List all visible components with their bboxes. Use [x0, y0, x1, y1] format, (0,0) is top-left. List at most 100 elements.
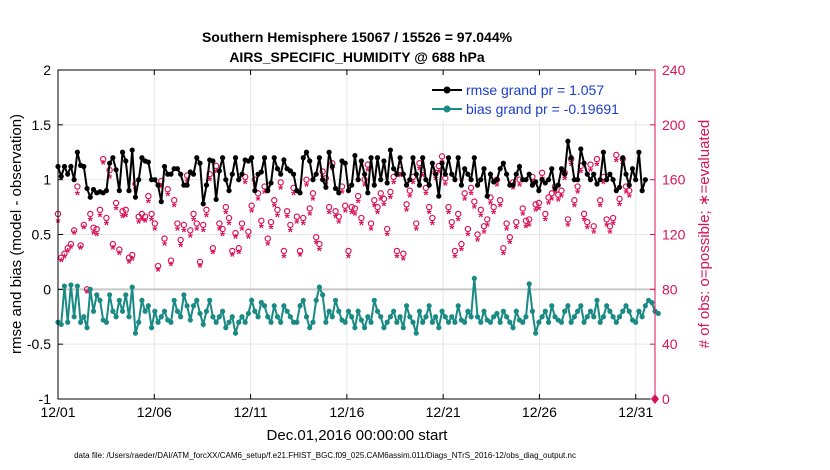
y2-tick-layer: 0 40 80 120 160 200 240	[650, 62, 686, 407]
bias-point	[352, 325, 358, 331]
obs-evaluated-point: *	[272, 200, 278, 215]
bias-point	[158, 314, 164, 320]
rmse-point	[249, 155, 255, 161]
bias-point	[358, 317, 364, 323]
rmse-point	[642, 177, 648, 183]
x-tick-layer: 12/01 12/06 12/11 12/16 12/21 12/26 12/31	[40, 70, 653, 420]
obs-evaluated-point: *	[575, 186, 581, 201]
obs-possible-point	[445, 203, 452, 211]
rmse-point	[355, 177, 361, 183]
obs-possible-point	[345, 247, 352, 255]
bias-point	[148, 325, 155, 331]
bias-point	[323, 319, 329, 325]
bias-point	[129, 284, 135, 290]
bias-point	[184, 303, 190, 309]
obs-evaluated-point: *	[81, 222, 87, 237]
obs-evaluated-point: *	[62, 250, 68, 265]
rmse-point	[300, 155, 306, 161]
obs-possible-point	[271, 197, 278, 204]
obs-evaluated-point: *	[262, 186, 268, 201]
rmse-point	[213, 196, 219, 203]
obs-possible-point	[522, 217, 530, 224]
obs-possible-point	[377, 190, 384, 197]
bias-point	[639, 314, 645, 320]
rmse-point	[474, 182, 481, 188]
rmse-point	[178, 171, 184, 177]
bias-point	[545, 319, 552, 325]
rmse-point	[161, 163, 168, 170]
obs-possible-point	[387, 188, 394, 196]
obs-evaluated-point: *	[611, 218, 617, 233]
x-tick-label: 12/26	[522, 404, 557, 420]
obs-evaluated-point: *	[446, 207, 452, 222]
rmse-point	[394, 171, 400, 177]
rmse-point	[481, 166, 487, 172]
obs-possible-point	[606, 223, 614, 230]
obs-possible-point	[74, 183, 81, 190]
obs-possible-point	[164, 186, 171, 193]
rmse-point	[629, 166, 636, 172]
rmse-point	[487, 171, 494, 177]
obs-possible-point	[513, 218, 520, 226]
bias-point	[265, 314, 271, 320]
obs-possible-point	[429, 214, 436, 222]
rmse-point	[219, 155, 226, 161]
obs-evaluated-point: *	[533, 204, 539, 219]
bias-point	[597, 319, 603, 325]
obs-evaluated-point: *	[601, 176, 607, 191]
obs-possible-point	[371, 197, 378, 204]
obs-evaluated-point: *	[339, 186, 345, 201]
obs-possible-point	[67, 240, 75, 248]
obs-possible-point	[580, 210, 588, 218]
y-tick-label: 1.5	[32, 117, 52, 133]
obs-evaluated-point: *	[259, 220, 265, 235]
bias-point	[219, 308, 226, 314]
obs-evaluated-point: *	[394, 250, 400, 265]
bias-point	[368, 319, 374, 325]
obs-evaluated-point: *	[585, 222, 591, 237]
obs-evaluated-point: *	[336, 216, 342, 231]
bias-point	[77, 319, 84, 325]
rmse-point	[336, 190, 342, 196]
obs-evaluated-point: *	[207, 174, 213, 189]
obs-evaluated-point: *	[472, 201, 478, 216]
obs-possible-point	[525, 216, 533, 223]
y-tick-label: -0.5	[27, 336, 51, 352]
bias-point	[397, 314, 403, 320]
obs-evaluated-point: *	[149, 213, 155, 228]
obs-possible-point	[374, 203, 381, 211]
rmse-point	[349, 182, 355, 188]
rmse-point	[426, 182, 432, 188]
y2-tick-label: 240	[662, 62, 686, 78]
rmse-point	[432, 171, 439, 177]
rmse-point	[190, 171, 197, 177]
bias-point	[391, 308, 397, 314]
rmse-point	[478, 177, 484, 183]
obs-evaluated-point: *	[469, 187, 475, 202]
obs-evaluated-point: *	[443, 178, 449, 193]
obs-possible-point	[174, 220, 181, 227]
obs-possible-point	[542, 210, 549, 218]
rmse-point	[316, 155, 323, 161]
obs-possible-point	[87, 210, 94, 218]
y2-tick-label: 160	[662, 172, 686, 188]
x-tick-label: 12/31	[618, 404, 653, 420]
obs-evaluated-point: *	[68, 241, 74, 256]
rmse-point	[455, 155, 461, 161]
rmse-point	[229, 171, 235, 177]
bias-point	[216, 314, 222, 320]
obs-possible-point	[538, 169, 546, 177]
obs-possible-point	[461, 190, 468, 197]
rmse-point	[252, 188, 258, 194]
obs-possible-point	[61, 250, 68, 257]
obs-evaluated-point: *	[178, 239, 184, 254]
bias-point	[558, 319, 565, 325]
bias-point	[245, 310, 252, 317]
bias-point	[642, 303, 648, 309]
legend-bias-label: bias grand pr = -0.19691	[466, 101, 619, 117]
obs-evaluated-point: *	[381, 198, 387, 213]
obs-possible-point	[287, 221, 294, 229]
rmse-point	[203, 182, 210, 188]
rmse-point	[555, 182, 561, 188]
obs-evaluated-point: *	[88, 213, 94, 228]
